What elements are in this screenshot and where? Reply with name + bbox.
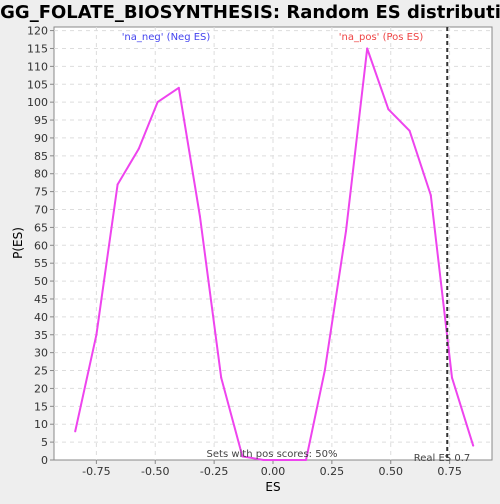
es-data-point (74, 430, 77, 433)
es-distribution-line (74, 47, 475, 461)
y-tick-label: 100 (27, 96, 48, 109)
y-tick-label: 95 (34, 114, 48, 127)
es-data-point (137, 147, 140, 150)
y-tick-label: 70 (34, 204, 48, 217)
x-tick-label: 0.25 (320, 465, 345, 478)
es-data-point (304, 459, 307, 461)
es-data-point (116, 183, 119, 186)
y-tick-label: 50 (34, 275, 48, 288)
y-tick-label: 80 (34, 168, 48, 181)
es-data-point (199, 215, 201, 218)
real-es-label: Real ES 0.7 (414, 453, 470, 464)
es-data-point (450, 376, 453, 379)
y-tick-label: 30 (34, 347, 48, 360)
es-data-point (262, 459, 265, 461)
y-tick-label: 115 (27, 42, 48, 55)
y-tick-label: 85 (34, 150, 48, 163)
es-data-point (241, 455, 244, 458)
x-tick-label: 0.50 (378, 465, 403, 478)
y-tick-label: 120 (27, 25, 48, 38)
x-tick-label: -0.75 (82, 465, 110, 478)
y-tick-label: 90 (34, 132, 48, 145)
y-tick-label: 25 (34, 365, 48, 378)
x-tick-label: 0.75 (437, 465, 462, 478)
y-tick-label: 105 (27, 78, 48, 91)
series-layer (74, 47, 475, 461)
y-tick-label: 65 (34, 221, 48, 234)
es-data-point (429, 194, 432, 197)
y-tick-label: 20 (34, 382, 48, 395)
es-data-point (345, 229, 347, 232)
x-axis-label: ES (265, 480, 280, 494)
es-data-point (156, 101, 159, 104)
x-tick-label: -0.25 (200, 465, 228, 478)
es-data-point (387, 108, 390, 111)
y-tick-label: 60 (34, 239, 48, 252)
pos-series-label: 'na_pos' (Pos ES) (339, 32, 424, 43)
es-data-point (283, 459, 286, 461)
es-data-point (95, 333, 98, 336)
chart-title: KEGG_FOLATE_BIOSYNTHESIS: Random ES dist… (0, 2, 500, 23)
y-tick-label: 40 (34, 311, 48, 324)
y-tick-label: 75 (34, 186, 48, 199)
x-tick-label: -0.50 (141, 465, 169, 478)
es-data-point (408, 129, 411, 132)
es-data-point (177, 86, 180, 89)
y-tick-label: 55 (34, 257, 48, 270)
y-tick-label: 35 (34, 329, 48, 342)
grid-layer (54, 27, 492, 460)
y-tick-label: 15 (34, 400, 48, 413)
y-tick-label: 10 (34, 418, 48, 431)
neg-series-label: 'na_neg' (Neg ES) (122, 32, 211, 43)
y-tick-label: 0 (41, 454, 48, 467)
x-tick-label: 0.00 (261, 465, 286, 478)
y-tick-label: 45 (34, 293, 48, 306)
y-tick-label: 110 (27, 60, 48, 73)
es-data-point (323, 369, 326, 372)
es-data-point (220, 376, 223, 379)
es-data-point (472, 444, 475, 447)
axis-layer: 0 5 10 15 20 25 30 35 40 45 50 55 60 65 70 75 80 85 90 95 10… (27, 25, 462, 478)
y-axis-label: P(ES) (11, 227, 25, 259)
sets-with-pos-scores-label: Sets with pos scores: 50% (207, 449, 338, 460)
y-tick-label: 5 (41, 436, 48, 449)
es-data-point (366, 47, 369, 50)
